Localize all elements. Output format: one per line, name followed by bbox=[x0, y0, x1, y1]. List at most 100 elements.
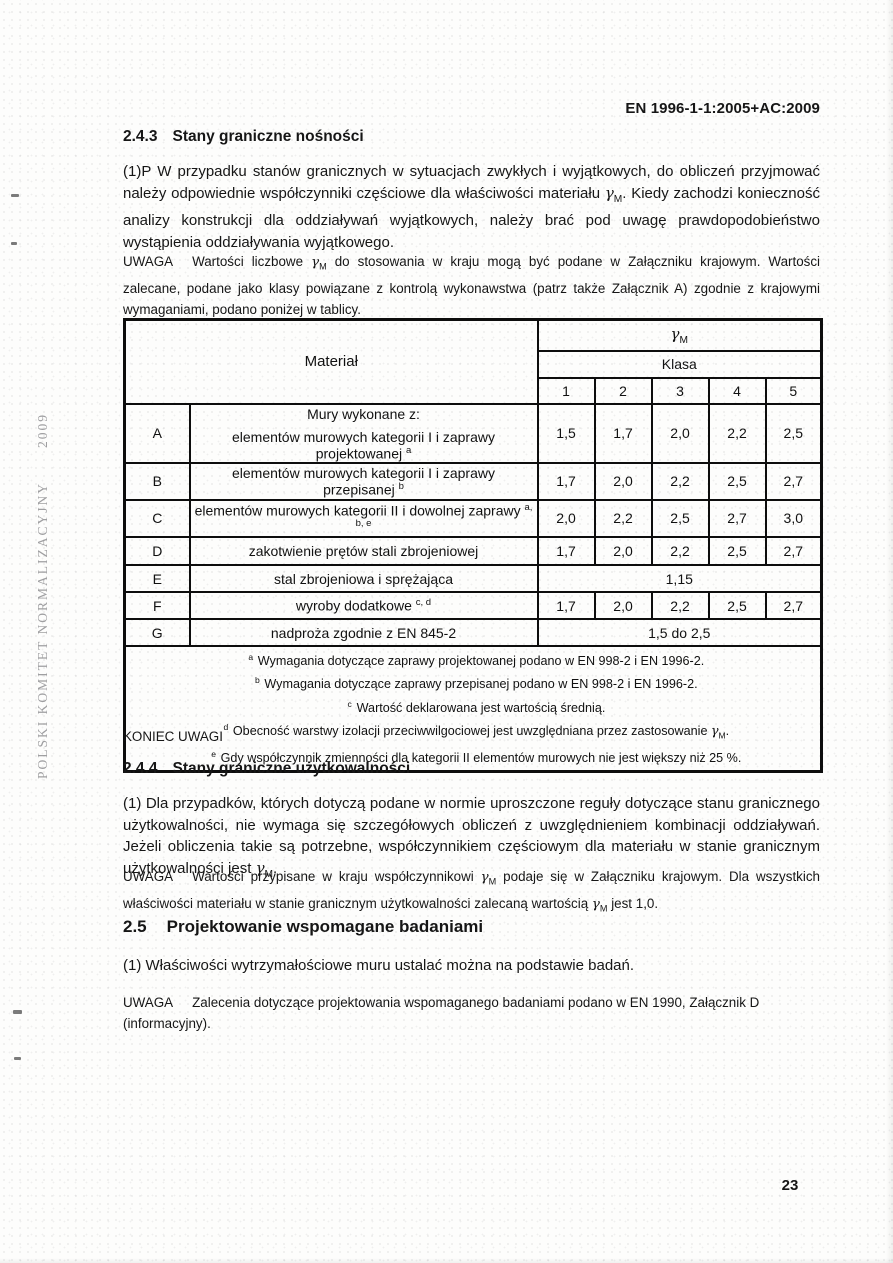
paragraph-2-4-3: (1)P W przypadku stanów granicznych w sy… bbox=[123, 163, 820, 251]
table-row: A Mury wykonane z: elementów murowych ka… bbox=[123, 402, 823, 465]
imprint-org: POLSKI KOMITET NORMALIZACYJNY bbox=[35, 482, 50, 779]
gamma-value: 2,5 bbox=[650, 498, 710, 539]
gamma-value: 2,5 bbox=[707, 536, 767, 567]
table-row: D zakotwienie prętów stali zbrojeniowej … bbox=[123, 536, 823, 567]
table-row: F wyroby dodatkowe c, d 1,7 2,0 2,2 2,5 … bbox=[123, 591, 823, 621]
row-description: stal zbrojeniowa i sprężająca bbox=[188, 564, 539, 594]
gamma-value: 2,7 bbox=[707, 498, 767, 539]
footnote: d Obecność warstwy izolacji przeciwwilgoc… bbox=[130, 718, 816, 746]
row-letter: G bbox=[123, 618, 191, 648]
table-header-row: Klasa bbox=[125, 349, 823, 379]
note-text: Zalecenia dotyczące projektowania wspoma… bbox=[123, 995, 760, 1032]
gamma-value: 2,5 bbox=[707, 462, 767, 501]
row-letter: E bbox=[123, 564, 191, 594]
gamma-value: 3,0 bbox=[764, 498, 823, 539]
row-letter: A bbox=[123, 402, 191, 465]
gamma-value-span: 1,15 bbox=[536, 564, 823, 594]
row-description: elementów murowych kategorii II i dowoln… bbox=[188, 498, 539, 539]
gamma-value: 1,7 bbox=[536, 536, 596, 567]
partial-factors-table: Materiał γM Klasa 1 2 3 4 5 A Mury wykon… bbox=[123, 318, 824, 773]
section-title: Projektowanie wspomagane badaniami bbox=[166, 917, 484, 936]
gamma-value-span: 1,5 do 2,5 bbox=[536, 618, 823, 648]
class-number: 4 bbox=[707, 376, 767, 405]
class-number: 3 bbox=[650, 376, 710, 405]
table-header-row: Materiał γM bbox=[123, 318, 823, 405]
class-number: 1 bbox=[536, 376, 596, 405]
note-label: UWAGA bbox=[123, 995, 174, 1010]
gamma-value: 2,2 bbox=[650, 536, 710, 567]
gamma-value: 2,0 bbox=[536, 498, 596, 539]
gamma-value: 1,7 bbox=[536, 462, 596, 501]
note-2-5: UWAGA Zalecenia dotyczące projektowania w… bbox=[123, 992, 820, 1035]
paragraph-2-4-4: (1) Dla przypadków, których dotyczą poda… bbox=[123, 795, 820, 880]
footnote-text: Obecność warstwy izolacji przeciwwilgoci… bbox=[232, 722, 730, 741]
imprint-year: 2009 bbox=[35, 413, 50, 448]
gamma-value: 2,5 bbox=[707, 591, 767, 621]
row-description: nadproża zgodnie z EN 845-2 bbox=[188, 618, 539, 648]
section-heading-2-4-4: 2.4.4 Stany graniczne użytkowalności bbox=[123, 760, 410, 778]
row-letter: B bbox=[123, 462, 191, 501]
section-heading-2-5: 2.5 Projektowanie wspomagane badaniami bbox=[123, 917, 483, 937]
gamma-value: 2,0 bbox=[593, 462, 653, 501]
table-footnotes: a Wymagania dotyczące zaprawy projektowan… bbox=[123, 645, 823, 773]
footnote: a Wymagania dotyczące zaprawy projektowan… bbox=[130, 648, 816, 671]
note-label: UWAGA bbox=[123, 254, 174, 269]
footnote-text: Gdy współczynnik zmienności dla kategori… bbox=[220, 751, 742, 766]
header-gamma-m: γM bbox=[536, 318, 823, 352]
table-row: G nadproża zgodnie z EN 845-2 1,5 do 2,5 bbox=[123, 618, 823, 648]
row-description: elementów murowych kategorii I i zaprawy… bbox=[188, 462, 539, 501]
footnote-marker: c bbox=[347, 698, 352, 709]
note-2-4-4: UWAGA Wartości przypisane w kraju współcz… bbox=[123, 866, 820, 920]
section-number: 2.4.4 bbox=[123, 760, 158, 777]
row-description: Mury wykonane z: elementów murowych kate… bbox=[188, 402, 539, 465]
group-header: Mury wykonane z: bbox=[307, 405, 420, 422]
row-letter: C bbox=[123, 498, 191, 539]
gamma-value: 2,0 bbox=[650, 402, 710, 465]
gamma-value: 2,5 bbox=[764, 402, 823, 465]
class-number: 5 bbox=[764, 376, 823, 405]
footnote: e Gdy współczynnik zmienności dla kategor… bbox=[130, 745, 816, 768]
gamma-value: 2,7 bbox=[764, 536, 823, 567]
note-end-label: KONIEC UWAGI bbox=[123, 729, 223, 744]
footnote: b Wymagania dotyczące zaprawy przepisanej… bbox=[130, 671, 816, 694]
row-letter: D bbox=[123, 536, 191, 567]
footnote-marker: d bbox=[223, 721, 229, 732]
header-klasa: Klasa bbox=[536, 349, 823, 379]
scan-margin-mark bbox=[11, 242, 17, 245]
table-row: E stal zbrojeniowa i sprężająca 1,15 bbox=[123, 564, 823, 594]
footnote-text: Wartość deklarowana jest wartością średn… bbox=[356, 700, 606, 715]
class-number: 2 bbox=[593, 376, 653, 405]
gamma-value: 2,0 bbox=[593, 536, 653, 567]
scan-edge-shadow bbox=[886, 0, 893, 1263]
section-title: Stany graniczne użytkowalności bbox=[172, 760, 411, 777]
section-number: 2.4.3 bbox=[123, 128, 158, 145]
row-letter: F bbox=[123, 591, 191, 621]
table-row: C elementów murowych kategorii II i dowo… bbox=[123, 498, 823, 539]
table-row: B elementów murowych kategorii I i zapra… bbox=[123, 462, 823, 501]
header-material: Materiał bbox=[123, 318, 539, 405]
gamma-value: 2,2 bbox=[650, 591, 710, 621]
note-label: UWAGA bbox=[123, 869, 174, 884]
document-reference: EN 1996-1-1:2005+AC:2009 bbox=[625, 100, 820, 117]
footnote-text: Wymagania dotyczące zaprawy projektowane… bbox=[257, 654, 705, 669]
note-text: Wartości liczbowe γM do stosowania w kra… bbox=[123, 254, 821, 318]
gamma-value: 2,2 bbox=[707, 402, 767, 465]
row-description: wyroby dodatkowe c, d bbox=[188, 591, 539, 621]
gamma-value: 2,0 bbox=[593, 591, 653, 621]
section-title: Stany graniczne nośności bbox=[172, 128, 364, 145]
gamma-value: 2,7 bbox=[764, 462, 823, 501]
paragraph-2-5: (1) Właściwości wytrzymałościowe muru us… bbox=[123, 957, 635, 974]
gamma-value: 1,5 bbox=[536, 402, 596, 465]
footnote: c Wartość deklarowana jest wartością śred… bbox=[130, 695, 816, 718]
scan-edge-shadow bbox=[0, 1258, 893, 1263]
gamma-value: 2,2 bbox=[593, 498, 653, 539]
footnote-marker: e bbox=[211, 749, 216, 760]
page-number: 23 bbox=[781, 1177, 799, 1194]
scan-margin-mark bbox=[11, 194, 19, 197]
gamma-value: 1,7 bbox=[593, 402, 653, 465]
table-footnotes-row: a Wymagania dotyczące zaprawy projektowan… bbox=[123, 645, 823, 773]
gamma-value: 2,7 bbox=[764, 591, 823, 621]
scan-margin-mark bbox=[13, 1010, 22, 1014]
row-description-text: elementów murowych kategorii I i zaprawy… bbox=[232, 428, 495, 462]
